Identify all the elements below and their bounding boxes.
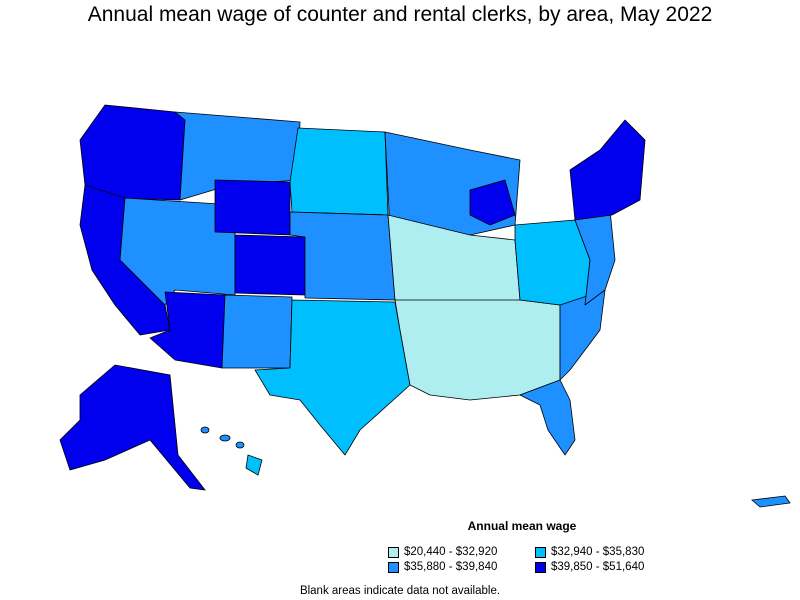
region-ohio-valley (514, 219, 591, 306)
region-colorado (234, 234, 306, 296)
legend-label-4: $39,850 - $51,640 (551, 561, 645, 573)
legend-label-3: $35,880 - $39,840 (404, 561, 498, 573)
legend-swatch-4 (535, 561, 546, 573)
footnote: Blank areas indicate data not available. (299, 585, 501, 597)
legend-swatch-1 (388, 546, 399, 558)
legend-item-1: $20,440 - $32,920 (388, 546, 497, 558)
legend-label-1: $20,440 - $32,920 (404, 546, 498, 558)
legend-item-4: $39,850 - $51,640 (535, 561, 644, 573)
region-puerto-rico (751, 495, 791, 508)
region-pacific-northwest (79, 104, 186, 201)
legend-title: Annual mean wage (467, 519, 577, 533)
region-southeast (559, 289, 606, 381)
legend-item-2: $32,940 - $35,830 (535, 546, 644, 558)
legend-swatch-2 (535, 546, 546, 558)
region-nebraska-kansas (289, 211, 396, 301)
region-michigan (469, 179, 516, 226)
region-south (394, 299, 561, 401)
legend-label-2: $32,940 - $35,830 (551, 546, 645, 558)
map-title: Annual mean wage of counter and rental c… (87, 3, 713, 26)
legend-item-3: $35,880 - $39,840 (388, 561, 497, 573)
region-dakotas (289, 127, 389, 216)
region-new-mexico (221, 294, 293, 369)
region-northeast (569, 119, 646, 221)
legend-swatch-3 (388, 561, 399, 573)
region-alaska (59, 364, 206, 491)
region-hawaii (200, 426, 263, 476)
region-florida (519, 379, 576, 456)
region-wyoming (214, 179, 291, 236)
